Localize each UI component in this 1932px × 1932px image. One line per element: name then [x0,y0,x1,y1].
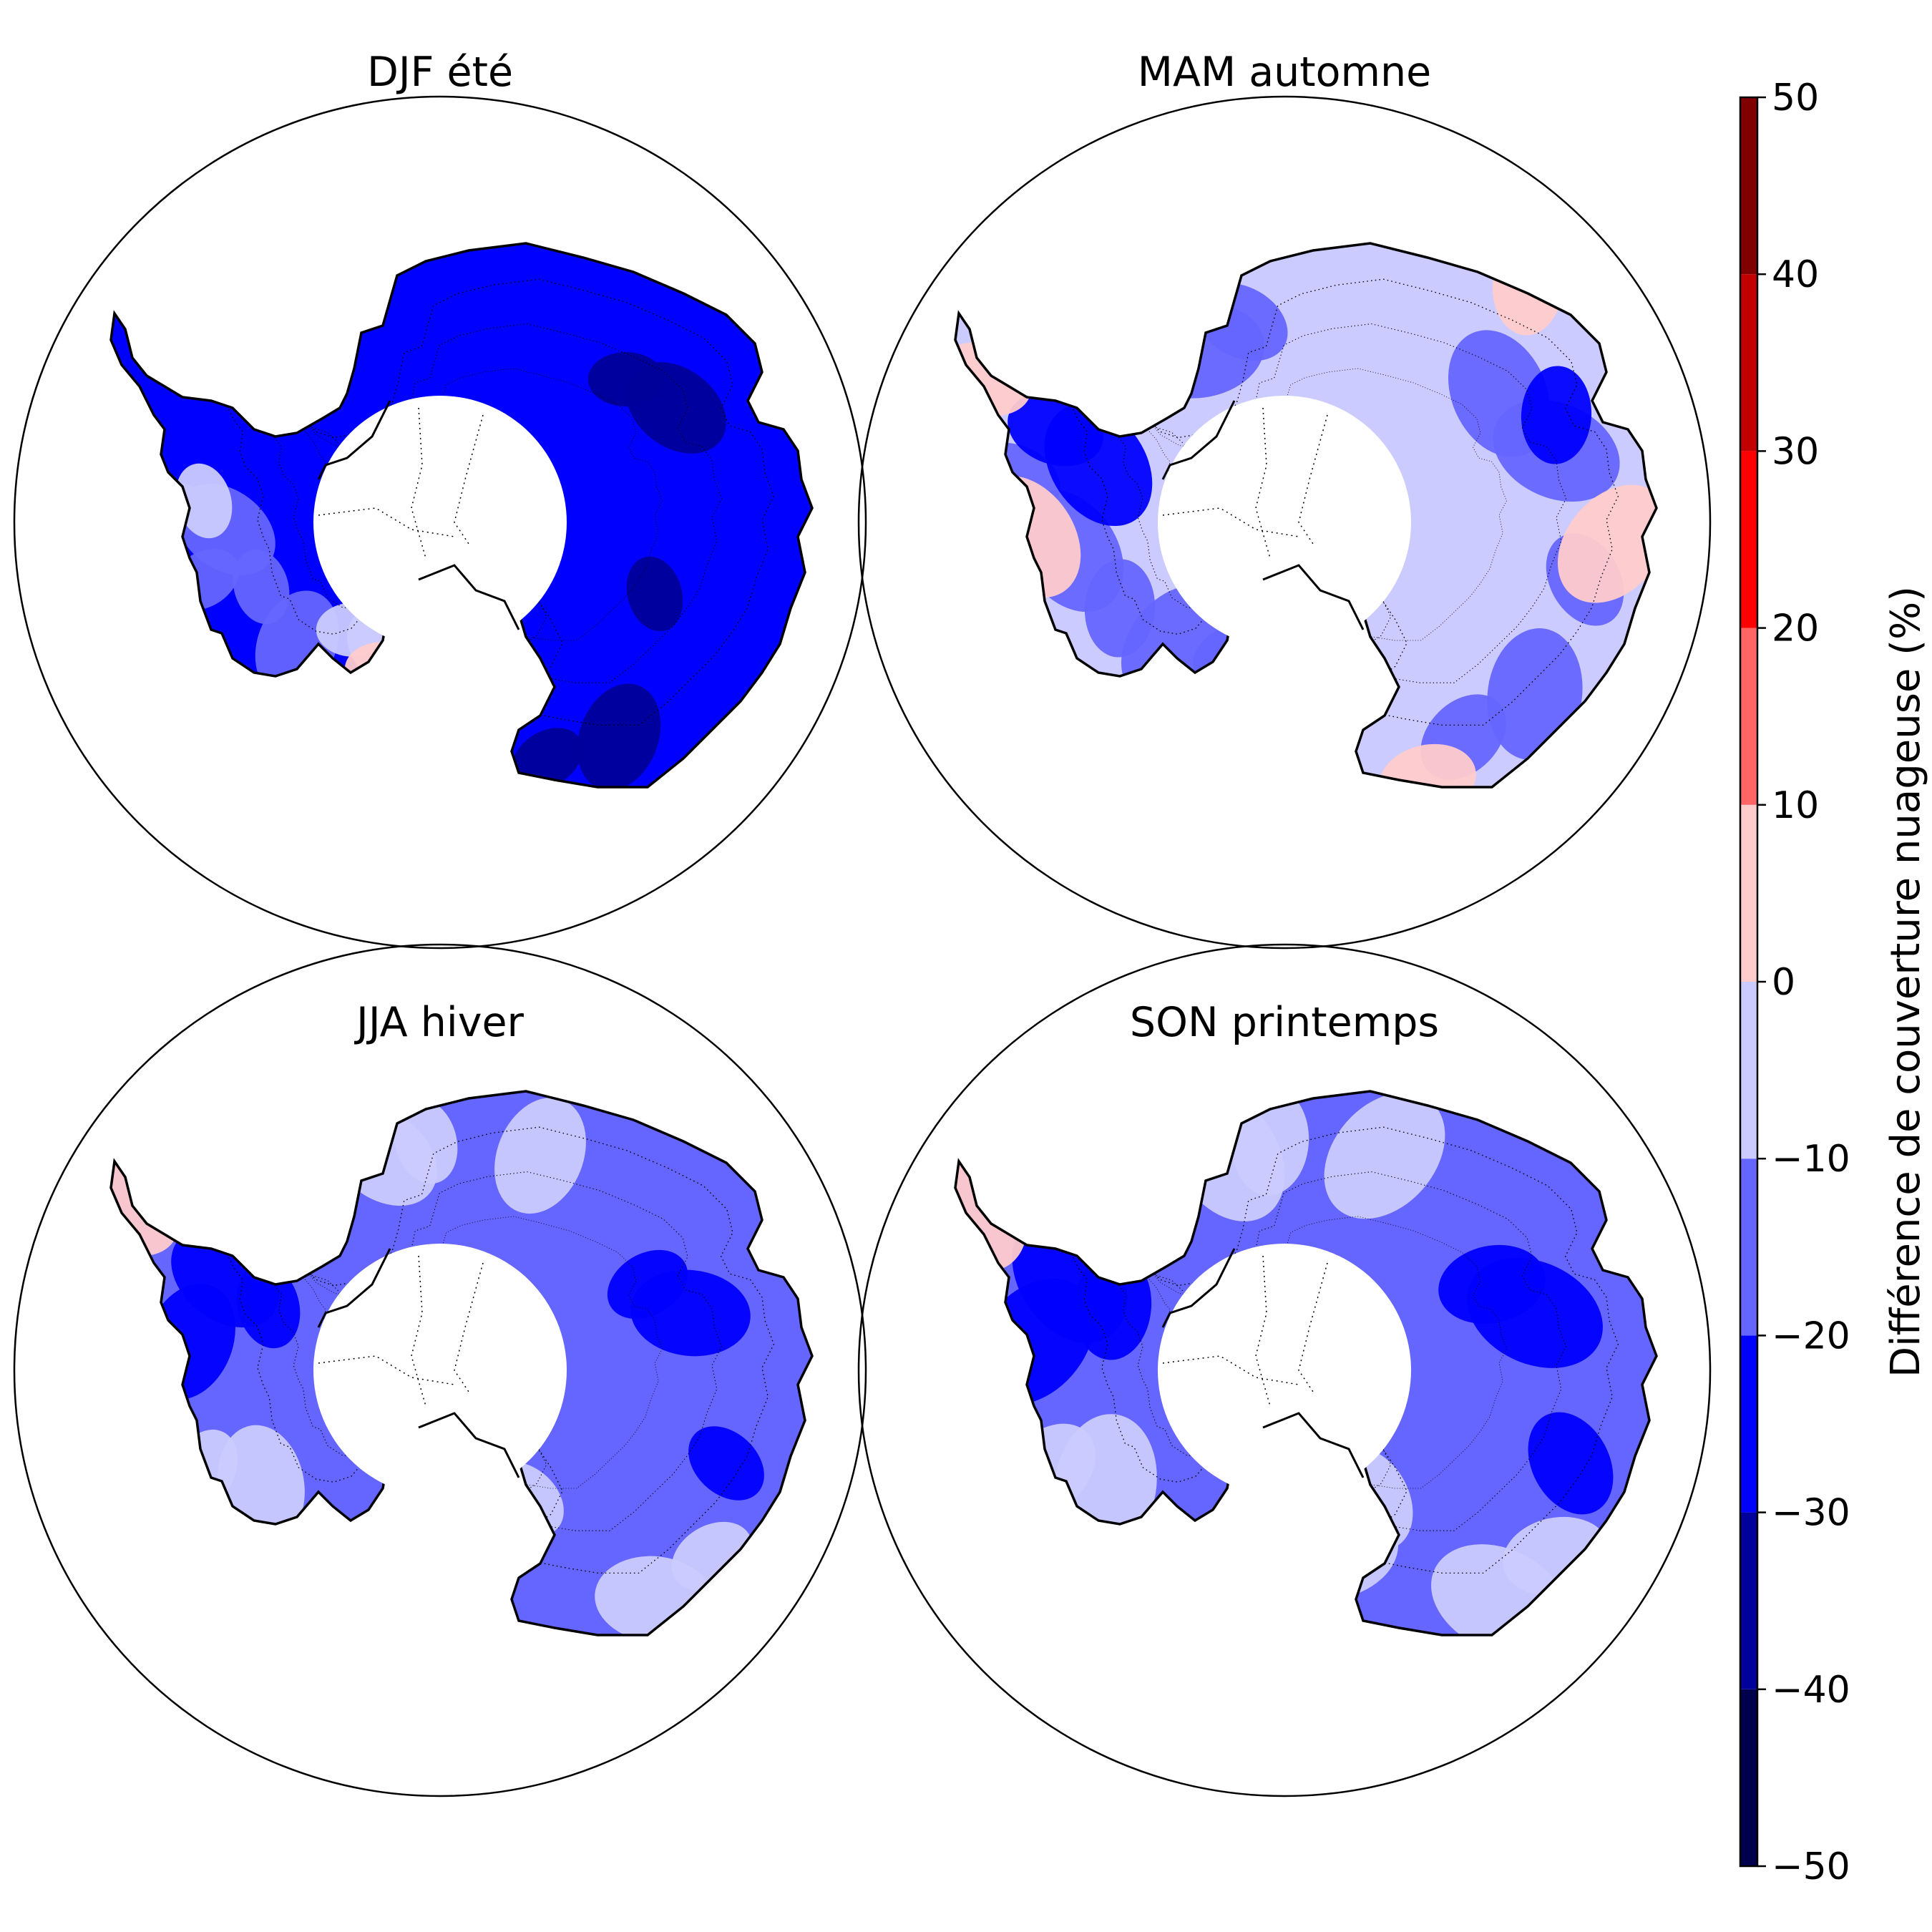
panel-title: SON printemps [1130,999,1439,1046]
colorbar-segment [1740,1512,1757,1689]
pole-data-gap [313,1244,567,1497]
anomaly-patch [1558,484,1657,603]
polar-map [13,95,867,950]
anomaly-patch [626,362,726,454]
ice-shelf-edge [1161,400,1365,630]
map-panel: JJA hiver [13,943,867,1797]
panel-title: JJA hiver [354,999,524,1046]
colorbar-segment [1740,274,1757,452]
colorbar-segment [1740,1689,1757,1866]
colorbar-segment [1740,628,1757,805]
map-boundary [857,943,1712,1797]
anomaly-patch [1324,1092,1445,1219]
anomaly-patch [688,1426,764,1501]
anomaly-patch [1379,743,1476,787]
colorbar: 50 40 30 20 10 0 −10 −20 −30 −40 −50 Différence de… [1739,77,1929,1888]
map-boundary [857,95,1712,950]
colorbar-tick-label: −50 [1772,1845,1850,1888]
colorbar-tick-label: −40 [1772,1669,1850,1712]
anomaly-patch [1528,1412,1614,1515]
ice-shelf-edge [1161,1248,1365,1478]
polar-map [13,943,867,1797]
colorbar-tick-label: 40 [1772,253,1819,296]
map-boundary [13,95,867,950]
colorbar-tick-label: 50 [1772,77,1819,119]
anomaly-patch [626,556,683,632]
map-boundary [13,943,867,1797]
colorbar-blocks [1740,97,1757,1866]
ice-shelf-edge [317,400,520,630]
anomaly-patch [1467,1258,1603,1368]
anomaly-patch [621,625,731,706]
colorbar-tick-label: 10 [1772,784,1819,827]
anomaly-patch [577,683,661,787]
anomaly-patch [236,1263,301,1349]
colorbar-segment [1740,982,1757,1159]
polar-map [857,95,1712,950]
anomaly-patch [494,1097,586,1214]
map-panel: SON printemps [857,943,1712,1797]
interior-contours [318,407,484,559]
pole-data-gap [313,396,567,649]
colorbar-tick-label: −20 [1772,1314,1850,1357]
anomaly-patch [394,1098,458,1184]
panel-title: MAM automne [1138,49,1431,96]
pole-data-gap [1158,1244,1411,1497]
polar-map [857,943,1712,1797]
interior-contours [318,1255,484,1407]
colorbar-tick-label: 20 [1772,608,1819,650]
panel-title: DJF été [367,49,513,96]
pole-data-gap [1158,396,1411,649]
colorbar-segment [1740,97,1757,275]
colorbar-label: Différence de couverture nuageuse (%) [1883,586,1929,1377]
panels-layer: DJF été MAM automne JJA hiver SON printemps [13,49,1712,1797]
colorbar-segment [1740,451,1757,628]
colorbar-tick-label: −10 [1772,1138,1850,1181]
anomaly-patch [233,549,290,625]
interior-contours [1162,1255,1328,1407]
interior-contours [1162,407,1328,559]
colorbar-ticks: 50 40 30 20 10 0 −10 −20 −30 −40 −50 [1757,77,1850,1888]
anomaly-patch [175,463,233,539]
colorbar-tick-label: −30 [1772,1492,1850,1535]
colorbar-segment [1740,1158,1757,1336]
colorbar-segment [1740,1335,1757,1513]
map-panel: DJF été [13,49,867,950]
anomaly-patch [630,1269,751,1357]
map-panel: MAM automne [857,49,1712,950]
colorbar-tick-label: 30 [1772,430,1819,473]
colorbar-segment [1740,804,1757,982]
ice-shelf-edge [317,1248,520,1478]
colorbar-tick-label: 0 [1772,961,1795,1004]
